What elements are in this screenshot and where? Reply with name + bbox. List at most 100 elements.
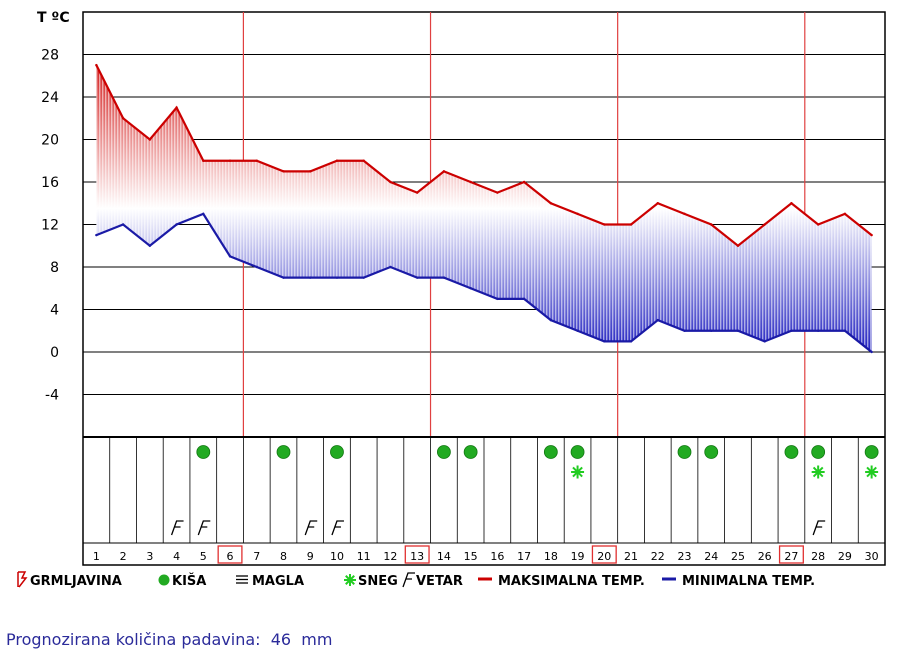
day-label: 27 (784, 550, 798, 563)
wind-flag-icon (304, 520, 318, 536)
legend-label: GRMLJAVINA (30, 574, 122, 589)
day-label: 2 (120, 550, 127, 563)
rain-dot-icon (784, 445, 799, 459)
rain-dot-icon (436, 445, 451, 459)
max-temp-point (603, 223, 606, 226)
max-temp-point (870, 233, 873, 237)
week-day-highlight (217, 545, 243, 564)
min-temp-point (763, 340, 766, 343)
min-temp-point (522, 297, 526, 301)
max-temp-point (549, 202, 553, 205)
min-temp-point (442, 276, 446, 279)
rain-dot-icon (570, 445, 585, 459)
y-tick-label: 8 (50, 260, 59, 276)
temperature-band (96, 65, 872, 352)
temperature-lines (95, 63, 873, 354)
day-label: 15 (464, 550, 478, 563)
lightning-icon (17, 571, 28, 588)
max-temp-point (469, 180, 472, 184)
max-temp-point (710, 223, 713, 226)
max-temp-point (95, 63, 98, 67)
max-temp-point (389, 180, 392, 184)
day-label: 29 (838, 550, 852, 563)
wind-flag-icon (402, 572, 415, 588)
day-label: 19 (571, 550, 585, 563)
day-label: 25 (731, 550, 745, 563)
day-label: 26 (758, 550, 772, 563)
day-label: 18 (544, 550, 558, 563)
min-temp-point (549, 318, 553, 322)
legend-label: MAKSIMALNA TEMP. (498, 574, 645, 589)
y-tick-label: 28 (41, 48, 59, 64)
legend-item-thunder: GRMLJAVINA (17, 571, 122, 589)
min-temp-point (415, 276, 419, 279)
day-label: 22 (651, 550, 665, 563)
max-temp-point (362, 159, 365, 162)
max-temp-point (736, 244, 740, 247)
max-temp-point (816, 223, 820, 226)
y-axis-unit-label: T ºC (37, 10, 70, 26)
day-label: 3 (146, 550, 153, 563)
min-temp-point (228, 255, 232, 258)
y-tick-label: 16 (41, 175, 59, 191)
chart-legend: GRMLJAVINA KIŠA MAGLA SNEG VETAR MAKSIMALNA T… (17, 571, 815, 589)
min-temp-point (576, 329, 579, 332)
day-label: 9 (307, 550, 314, 563)
min-temp-point (656, 318, 659, 322)
min-temp-point (469, 287, 472, 290)
max-temp-point (282, 170, 285, 173)
rain-dot-icon (196, 445, 211, 459)
legend-item-max: MAKSIMALNA TEMP. (478, 574, 645, 589)
day-label: 7 (253, 550, 260, 563)
max-temp-point (576, 212, 579, 216)
max-temp-point (335, 159, 339, 162)
wind-flag-icon (812, 520, 826, 536)
max-temp-point (442, 170, 446, 173)
legend-label: VETAR (416, 574, 463, 589)
min-temp-point (710, 329, 713, 332)
min-temp-point (148, 244, 152, 247)
max-temp-line (95, 64, 873, 248)
legend-item-fog: MAGLA (236, 574, 304, 589)
min-temp-point (335, 276, 339, 279)
precipitation-value: 46 (270, 630, 292, 649)
min-temp-point (870, 350, 873, 354)
day-label: 5 (200, 550, 207, 563)
day-label: 24 (704, 550, 718, 563)
legend-label: KIŠA (172, 573, 206, 589)
max-temp-point (683, 212, 686, 216)
y-tick-label: 0 (50, 345, 59, 361)
y-tick-label: 24 (41, 90, 59, 106)
max-temp-point (656, 202, 659, 205)
max-temp-point (763, 223, 766, 226)
wind-flag-icon (170, 520, 184, 536)
rain-dot-icon (864, 445, 879, 459)
max-temp-point (522, 180, 526, 184)
max-temp-point (175, 106, 178, 109)
min-temp-point (202, 212, 205, 216)
min-temp-point (309, 276, 312, 279)
max-temp-point (148, 138, 152, 141)
rain-dot-icon (543, 445, 558, 459)
day-label: 13 (410, 550, 424, 563)
max-temp-point (629, 223, 633, 226)
legend-item-wind: VETAR (402, 572, 463, 589)
min-temp-point (362, 276, 365, 279)
day-label: 16 (490, 550, 504, 563)
legend-item-min: MINIMALNA TEMP. (662, 574, 815, 589)
min-temp-point (389, 265, 392, 269)
min-temp-point (255, 265, 258, 269)
max-temp-point (309, 170, 312, 173)
min-temp-point (683, 329, 686, 332)
rain-dot-icon (276, 445, 291, 459)
legend-label: MINIMALNA TEMP. (682, 574, 815, 589)
fog-lines-icon (236, 575, 248, 584)
wind-flag-icon (197, 520, 211, 536)
max-temp-point (496, 191, 499, 194)
rain-dot-icon (463, 445, 478, 459)
legend-label: MAGLA (252, 574, 304, 589)
min-temp-point (175, 223, 178, 226)
min-temp-point (282, 276, 285, 279)
snowflake-icon (344, 574, 356, 586)
max-temp-point (202, 159, 205, 162)
